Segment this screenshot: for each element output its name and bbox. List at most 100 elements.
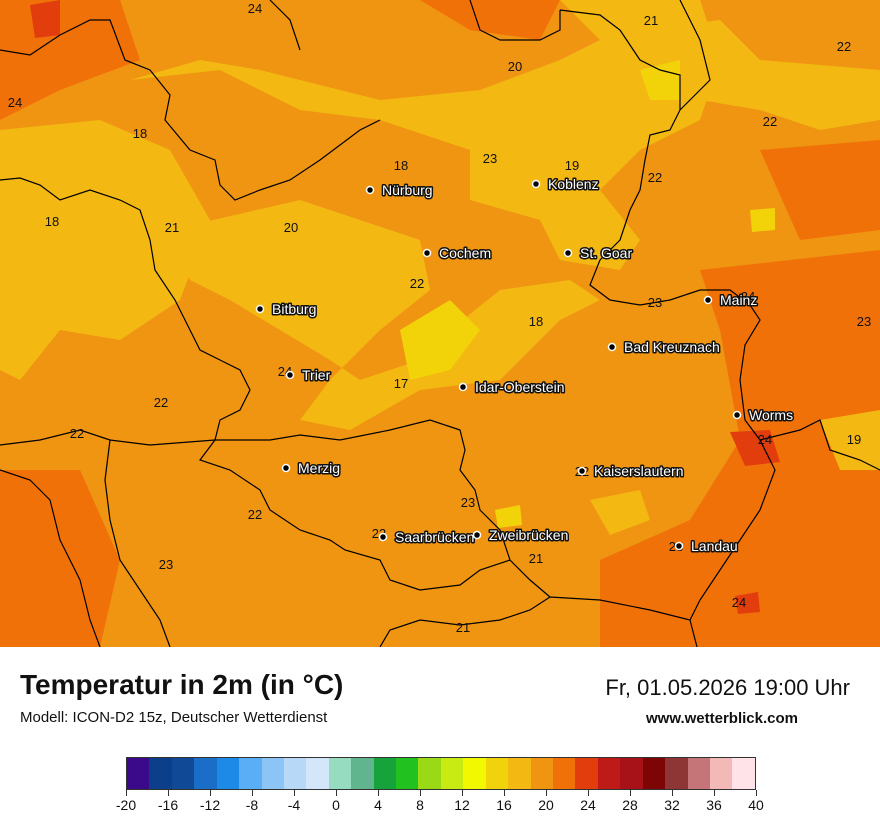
city-label: Zweibrücken [489, 527, 568, 543]
city-dot [703, 295, 713, 305]
city-label: Cochem [439, 245, 491, 261]
city-marker[interactable]: Bad Kreuznach [607, 338, 721, 357]
color-scale-swatch [239, 758, 262, 789]
city-label: Worms [749, 407, 793, 423]
city-dot [365, 185, 375, 195]
temperature-value: 21 [165, 220, 179, 235]
temperature-labels: 24 21 22 20 24 22 18 23 18 19 22 18 21 20 22 23 24 18 23 24… [8, 1, 871, 635]
color-scale-tick-label: 24 [580, 797, 596, 813]
city-marker[interactable]: Saarbrücken [378, 528, 476, 547]
temperature-value: 22 [154, 395, 168, 410]
temperature-value: 21 [644, 13, 658, 28]
color-scale-swatch [597, 758, 621, 789]
color-scale-tick-label: 36 [706, 797, 722, 813]
temperature-value: 22 [410, 276, 424, 291]
color-scale-tick-label: 8 [416, 797, 424, 813]
city-marker[interactable]: Koblenz [531, 175, 600, 194]
color-scale-tick-label: 12 [454, 797, 470, 813]
model-source: Modell: ICON-D2 15z, Deutscher Wetterdie… [20, 709, 328, 726]
city-marker[interactable]: St. Goar [563, 244, 634, 263]
temperature-value: 23 [483, 151, 497, 166]
color-scale-tick [630, 790, 631, 796]
color-scale-swatch [440, 758, 464, 789]
city-marker[interactable]: Bitburg [255, 300, 318, 319]
color-scale-swatch [463, 758, 486, 789]
temperature-value: 18 [394, 158, 408, 173]
city-marker[interactable]: Nürburg [365, 181, 434, 200]
city-dot [285, 370, 295, 380]
city-dot [281, 463, 291, 473]
city-label: Trier [302, 367, 331, 383]
map-canvas: 24 21 22 20 24 22 18 23 18 19 22 18 21 20 22 23 24 18 23 24… [0, 0, 880, 647]
temperature-value: 18 [529, 314, 543, 329]
temperature-value: 24 [248, 1, 262, 16]
temperature-value: 19 [847, 432, 861, 447]
color-scale-swatch [351, 758, 374, 789]
temperature-value: 24 [8, 95, 22, 110]
color-scale-swatch [194, 758, 217, 789]
city-marker[interactable]: Mainz [703, 291, 759, 310]
temperature-value: 21 [456, 620, 470, 635]
color-scale-ticks: -20 -16 -12 -8 -4 0 4 8 12 16 20 24 28 32 36 40 [116, 790, 764, 820]
cool-areas [0, 0, 880, 535]
color-scale-tick [168, 790, 169, 796]
color-scale-tick-label: 28 [622, 797, 638, 813]
color-scale-tick-label: -16 [157, 797, 179, 813]
color-scale-swatch [575, 758, 598, 789]
color-scale-swatch [373, 758, 397, 789]
temperature-value: 22 [70, 426, 84, 441]
temperature-value: 18 [45, 214, 59, 229]
color-scale-swatch [127, 758, 150, 789]
temperature-value: 20 [284, 220, 298, 235]
color-scale-tick-label: -4 [287, 797, 301, 813]
hot-areas [30, 0, 780, 614]
city-marker[interactable]: Zweibrücken [472, 526, 570, 545]
color-scale-tick-label: -20 [115, 797, 137, 813]
color-scale-tick-label: -12 [199, 797, 221, 813]
city-marker[interactable]: Kaiserslautern [577, 462, 685, 481]
city-dot [563, 248, 573, 258]
color-scale-swatch [306, 758, 329, 789]
color-scale-swatch [485, 758, 509, 789]
color-scale-swatch [508, 758, 531, 789]
city-marker[interactable]: Trier [285, 366, 332, 385]
color-scale-swatch [216, 758, 240, 789]
color-scale-tick [504, 790, 505, 796]
color-scale-tick-label: 16 [496, 797, 512, 813]
color-scale-tick [378, 790, 379, 796]
coolest-areas [400, 60, 775, 528]
color-scale-tick [546, 790, 547, 796]
website-link[interactable]: www.wetterblick.com [646, 710, 798, 727]
temperature-value: 19 [565, 158, 579, 173]
city-dot [472, 530, 482, 540]
city-dot [531, 179, 541, 189]
city-marker[interactable]: Merzig [281, 459, 342, 478]
city-dot [422, 248, 432, 258]
color-scale-swatch [687, 758, 710, 789]
color-scale-tick [672, 790, 673, 796]
temperature-value: 23 [461, 495, 475, 510]
color-scale-tick [210, 790, 211, 796]
color-scale-swatch [642, 758, 666, 789]
city-marker[interactable]: Idar-Oberstein [458, 378, 566, 397]
color-scale-tick [420, 790, 421, 796]
temperature-value: 22 [763, 114, 777, 129]
forecast-datetime: Fr, 01.05.2026 19:00 Uhr [605, 675, 850, 700]
city-label: St. Goar [580, 245, 632, 261]
color-scale [126, 757, 756, 790]
city-marker[interactable]: Landau [674, 537, 739, 556]
city-label: Kaiserslautern [594, 463, 684, 479]
temperature-value: 22 [837, 39, 851, 54]
city-marker[interactable]: Worms [732, 406, 795, 425]
city-label: Saarbrücken [395, 529, 474, 545]
color-scale-tick-label: 4 [374, 797, 382, 813]
color-scale-swatch [261, 758, 284, 789]
city-label: Bitburg [272, 301, 316, 317]
color-scale-swatch [283, 758, 307, 789]
city-label: Bad Kreuznach [624, 339, 720, 355]
color-scale-swatch [328, 758, 352, 789]
city-label: Merzig [298, 460, 340, 476]
city-dot [458, 382, 468, 392]
color-scale-swatch [665, 758, 688, 789]
city-marker[interactable]: Cochem [422, 244, 493, 263]
